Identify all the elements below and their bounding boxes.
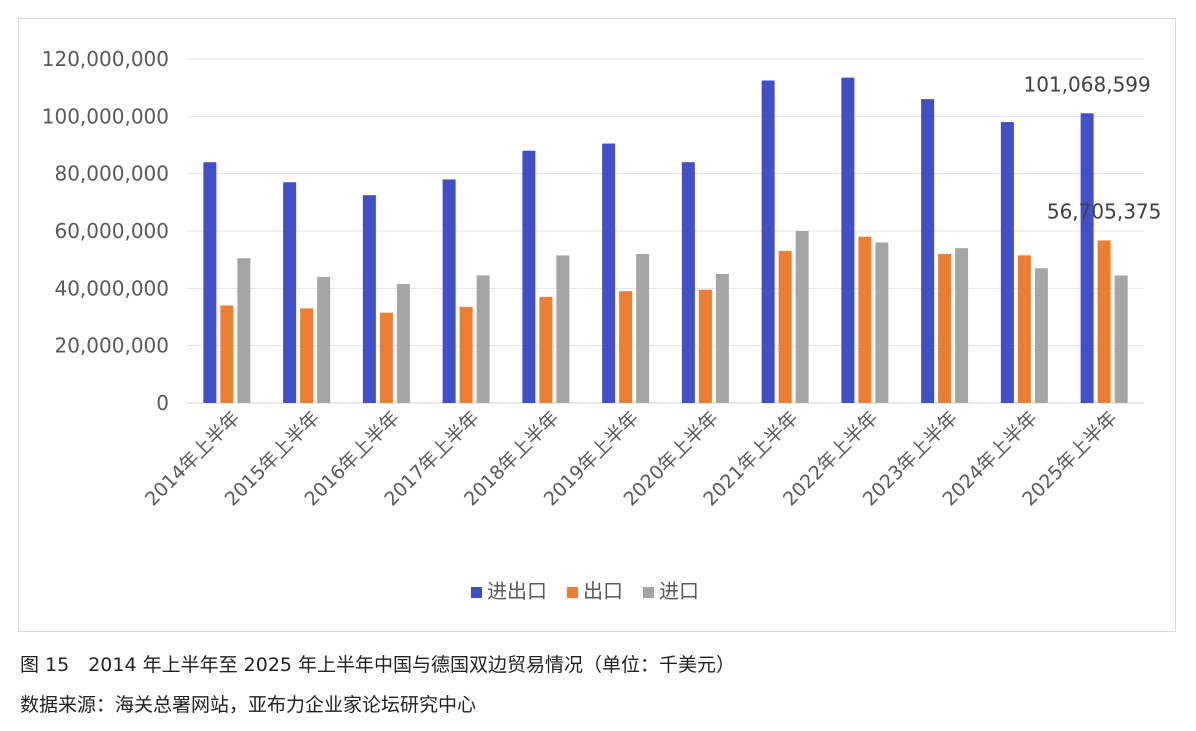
bar (778, 251, 792, 403)
bar (1000, 122, 1014, 404)
bar (858, 236, 872, 403)
bar (476, 275, 490, 403)
bar (556, 255, 570, 403)
data-label: 101,068,599 (1024, 72, 1151, 96)
bar (841, 77, 855, 403)
bar (875, 242, 889, 403)
bar (1097, 240, 1111, 403)
legend-swatch (643, 587, 654, 598)
y-tick-label: 120,000,000 (42, 47, 169, 71)
y-tick-label: 60,000,000 (54, 219, 169, 243)
bar (698, 289, 712, 403)
bar (1017, 255, 1031, 403)
bar (203, 162, 217, 403)
bar (955, 248, 969, 403)
bar (602, 143, 616, 404)
bar-chart: 0 20,000,000 40,000,000 60,000,000 80,000,00… (42, 47, 1162, 603)
bar (317, 276, 331, 403)
bar (938, 253, 952, 403)
legend-swatch (567, 587, 578, 598)
legend-label: 出口 (583, 579, 623, 603)
bar (379, 312, 393, 403)
legend-label: 进出口 (487, 579, 547, 603)
bar (362, 195, 376, 403)
bar (522, 150, 536, 403)
bar (237, 258, 251, 403)
legend-label: 进口 (659, 579, 699, 603)
data-source-note: 数据来源：海关总署网站，亚布力企业家论坛研究中心 (20, 694, 477, 716)
bar (1114, 275, 1128, 403)
bar (681, 162, 695, 403)
bar (283, 182, 297, 403)
y-tick-label: 40,000,000 (54, 276, 169, 300)
bar (442, 179, 456, 403)
y-tick-label: 0 (156, 391, 169, 415)
legend-swatch (471, 587, 482, 598)
bar (459, 306, 473, 403)
bar (220, 305, 234, 403)
bar (539, 296, 553, 403)
bar (1034, 268, 1048, 403)
bar (619, 291, 633, 403)
bar (795, 231, 809, 403)
bar (396, 284, 410, 403)
bar (715, 274, 729, 403)
y-tick-label: 100,000,000 (42, 104, 169, 128)
bar (300, 308, 314, 403)
y-tick-label: 20,000,000 (54, 334, 169, 358)
chart-frame: 0 20,000,000 40,000,000 60,000,000 80,000,00… (18, 18, 1176, 632)
bar (1080, 113, 1094, 403)
bar (761, 80, 775, 403)
data-label: 56,705,375 (1047, 199, 1162, 223)
y-tick-label: 80,000,000 (54, 162, 169, 186)
bar (921, 99, 935, 403)
bar (636, 253, 650, 403)
figure-caption: 图 15 2014 年上半年至 2025 年上半年中国与德国双边贸易情况（单位：… (20, 654, 736, 676)
